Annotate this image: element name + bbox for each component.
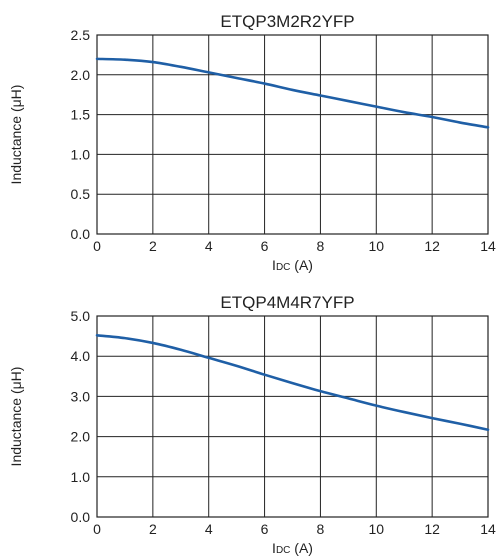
y-tick-label: 1.5 — [71, 107, 91, 123]
inductance-curve — [95, 333, 490, 432]
x-tick-label: 2 — [149, 238, 157, 254]
y-tick-label: 0.0 — [71, 509, 91, 525]
y-tick-label: 2.0 — [71, 67, 91, 83]
x-tick-label: 2 — [149, 521, 157, 537]
x-axis-label: IDC (A) — [272, 257, 313, 273]
y-tick-label: 1.0 — [71, 146, 91, 162]
x-tick-label: 10 — [368, 521, 384, 537]
chart-1: ETQP3M2R2YFP 0.0 0.5 1.0 1.5 2.0 2.5 0 2 4 6 8 10 12 1… — [8, 12, 496, 273]
x-tick-label: 12 — [424, 521, 440, 537]
x-tick-label: 12 — [424, 238, 440, 254]
x-tick-label: 4 — [205, 238, 213, 254]
x-tick-label: 14 — [480, 238, 496, 254]
y-axis-label: Inductance (μH) — [8, 367, 24, 467]
plot-frame — [96, 34, 489, 235]
x-tick-label: 6 — [261, 521, 269, 537]
x-tick-label: 8 — [317, 238, 325, 254]
chart-2: ETQP4M4R7YFP 0.0 1.0 2.0 3.0 4.0 5.0 0 2 4 6 8 10 12 1… — [8, 293, 496, 556]
x-tick-label: 8 — [317, 521, 325, 537]
plot-frame — [96, 315, 489, 518]
inductance-curve — [95, 57, 490, 129]
y-tick-label: 5.0 — [71, 308, 91, 324]
y-tick-label: 0.0 — [71, 226, 91, 242]
x-tick-label: 0 — [93, 238, 101, 254]
x-tick-label: 14 — [480, 521, 496, 537]
y-tick-label: 4.0 — [71, 348, 91, 364]
y-tick-label: 0.5 — [71, 186, 91, 202]
y-tick-label: 2.5 — [71, 27, 91, 43]
y-axis-label: Inductance (μH) — [8, 85, 24, 185]
chart-title: ETQP4M4R7YFP — [220, 293, 354, 312]
chart-title: ETQP3M2R2YFP — [220, 12, 354, 31]
x-tick-label: 4 — [205, 521, 213, 537]
y-tick-label: 1.0 — [71, 469, 91, 485]
x-tick-label: 6 — [261, 238, 269, 254]
x-tick-label: 0 — [93, 521, 101, 537]
x-tick-label: 10 — [368, 238, 384, 254]
x-axis-label: IDC (A) — [272, 540, 313, 556]
y-tick-label: 2.0 — [71, 429, 91, 445]
y-tick-label: 3.0 — [71, 388, 91, 404]
